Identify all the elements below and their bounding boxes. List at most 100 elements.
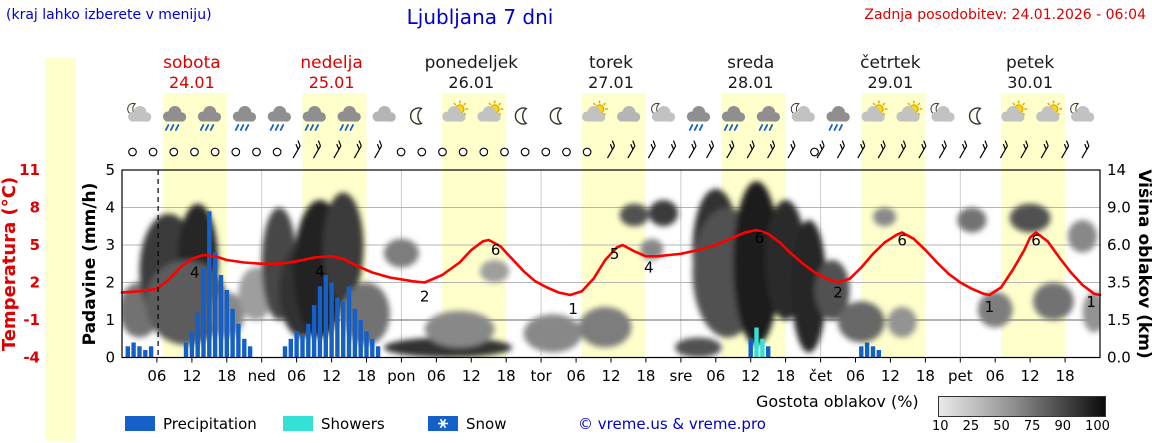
cloud-blob [814, 260, 850, 320]
wind-barb [333, 140, 342, 159]
cloud-cover-symbol [252, 147, 261, 157]
weather-icon-sun-cloud [861, 100, 888, 122]
weather-icon-moon-cloud [930, 102, 955, 122]
precipitation-bar [375, 346, 381, 358]
cloud-axis-label: Višina oblakov (km) [1134, 169, 1152, 358]
weather-icon-cloud [617, 106, 641, 122]
copyright-link[interactable]: © vreme.us & vreme.pro [578, 415, 766, 433]
precipitation-swatch [125, 416, 155, 431]
cloud-blob [322, 192, 364, 302]
x-tick-label: pet [948, 367, 973, 385]
day-name: ponedeljek [425, 53, 519, 73]
temperature-value: 6 [491, 241, 501, 259]
density-tick: 100 [1085, 419, 1110, 434]
weather-icon-sun-cloud [896, 100, 923, 122]
cloud-blob [733, 181, 780, 345]
day-date: 29.01 [867, 73, 913, 92]
wind-barb [606, 140, 616, 159]
precipitation-bar [306, 323, 311, 358]
x-tick-label: 18 [636, 367, 655, 385]
cloud-cover-symbol [190, 147, 199, 157]
temperature-value: 1 [1086, 293, 1096, 311]
x-tick-label: 12 [322, 367, 341, 385]
weather-icon-moon [409, 107, 423, 125]
x-tick-label: 18 [357, 367, 376, 385]
precipitation-bar [201, 267, 206, 358]
precipitation-bar [329, 282, 334, 358]
cloud-density-label: Gostota oblakov (%) [756, 392, 919, 411]
precip-tick-label: 2 [105, 274, 115, 292]
cloud-tick-label: 0.0 [1107, 349, 1131, 367]
cloud-cover-symbol [417, 147, 427, 157]
cloud-blob [1009, 203, 1051, 233]
precipitation-bar [143, 350, 148, 358]
temperature-curve [120, 228, 1102, 297]
cloud-cover-symbol [231, 147, 241, 157]
weather-icon-rain [232, 106, 257, 131]
cloud-blob [887, 306, 917, 338]
weather-icon-rain [197, 106, 222, 131]
weather-icon-sun-cloud [477, 100, 504, 122]
weather-icons-row [127, 100, 1095, 131]
x-tick-label: 12 [601, 367, 620, 385]
wind-barb [1061, 140, 1070, 159]
wind-barb [979, 140, 988, 159]
wind-barb [787, 140, 796, 159]
temperature-value: 2 [420, 288, 430, 306]
cloud-blob [791, 219, 827, 353]
x-tick-label: 06 [706, 367, 725, 385]
temp-tick-label: 11 [19, 161, 40, 179]
wind-barb [292, 140, 301, 159]
cloud-blob [648, 200, 679, 227]
precipitation-bar [317, 286, 323, 358]
day-date: 28.01 [728, 73, 774, 92]
density-tick: 75 [1023, 419, 1041, 434]
temperature-value: 1 [568, 300, 578, 318]
wind-barb [668, 140, 677, 159]
precip-tick-label: 3 [105, 236, 115, 254]
weather-icon-moon-cloud [1070, 102, 1095, 122]
precipitation-bar [218, 275, 224, 358]
temp-tick-label: -1 [23, 311, 40, 329]
cloud-blob [424, 310, 495, 348]
x-tick-label: ned [248, 367, 276, 385]
wind-barb [746, 140, 755, 159]
temperature-value: 2 [833, 284, 843, 302]
cloud-cover-symbol [148, 147, 158, 157]
precip-axis-label: Padavine (mm/h) [80, 183, 100, 346]
temp-tick-label: 2 [30, 274, 40, 292]
snow-label: Snow [466, 415, 507, 433]
precipitation-bar [288, 338, 293, 358]
precipitation-bar [137, 346, 142, 358]
left-axis-strip [45, 58, 76, 441]
temperature-value: 4 [315, 262, 325, 280]
wind-barb [312, 140, 322, 159]
weather-icon-moon [968, 107, 982, 125]
wind-barb [938, 140, 947, 159]
precip-tick-label: 4 [105, 199, 115, 217]
wind-barb [918, 140, 927, 159]
wind-barb [836, 140, 845, 159]
precipitation-bar [125, 346, 130, 358]
cloud-cover-symbol [500, 147, 509, 157]
day-name: sobota [163, 53, 221, 73]
wind-barb [1020, 140, 1029, 159]
x-tick-label: 06 [846, 367, 865, 385]
wind-barb [627, 140, 636, 159]
weather-icon-rain [721, 106, 746, 131]
wind-barb [705, 140, 715, 159]
wind-barb [374, 140, 383, 159]
temperature-value: 6 [755, 229, 765, 247]
weather-icon-rain [302, 106, 326, 131]
day-date: 27.01 [588, 73, 634, 92]
cloud-blob [640, 238, 664, 260]
day-name: petek [1006, 53, 1054, 73]
x-axis: 06 12 18 ned 06 12 18 pon 06 12 18 tor 06 12 18 sre 06 12… [147, 357, 1075, 385]
precipitation-bar [346, 286, 352, 358]
precipitation-bar [864, 342, 870, 358]
wind-barb [999, 140, 1008, 159]
precip-tick-label: 1 [105, 311, 115, 329]
cloud-cover-symbol [210, 147, 220, 157]
precipitation-bar [212, 252, 218, 358]
cloud-blob [873, 207, 897, 227]
